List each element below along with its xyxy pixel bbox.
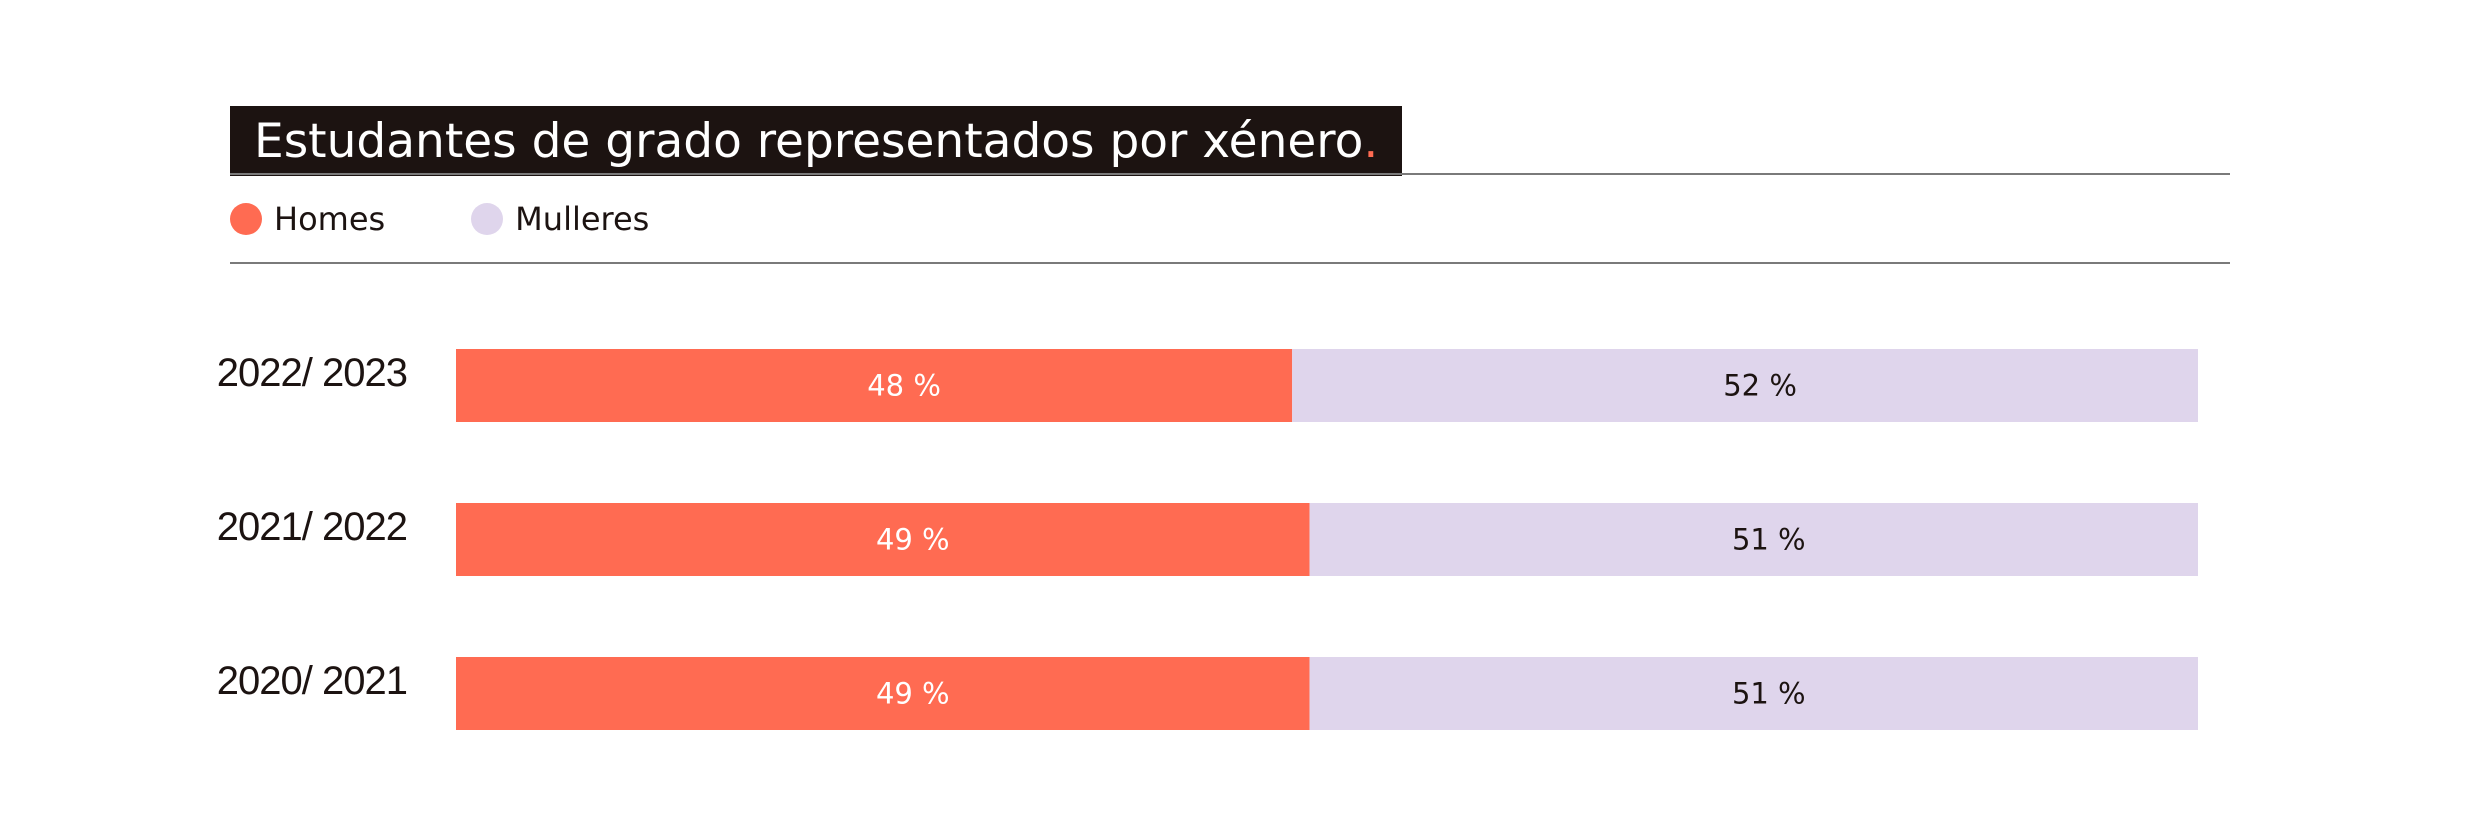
bar-segment-mulleres: [1292, 349, 2198, 422]
bar-segment-homes: [456, 503, 1310, 576]
divider-bottom: [230, 262, 2230, 264]
chart-title: Estudantes de grado representados por xé…: [254, 113, 1364, 169]
legend-label-homes: Homes: [274, 200, 386, 238]
bar-segment-mulleres: [1309, 503, 2198, 576]
data-label-homes: 49 %: [876, 523, 950, 557]
data-label-mulleres: 51 %: [1732, 677, 1806, 711]
bar-segment-homes: [456, 349, 1293, 422]
legend: Homes Mulleres: [230, 200, 735, 238]
divider-top: [230, 173, 2230, 175]
category-label: 2020/ 2021: [217, 659, 407, 703]
bar-segment-homes: [456, 657, 1310, 730]
data-label-homes: 49 %: [876, 677, 950, 711]
data-label-mulleres: 52 %: [1723, 369, 1797, 403]
data-label-homes: 48 %: [867, 369, 941, 403]
bar-segment-mulleres: [1309, 657, 2198, 730]
legend-item-mulleres: Mulleres: [471, 200, 649, 238]
legend-swatch-homes: [230, 203, 262, 235]
category-label: 2022/ 2023: [217, 351, 407, 395]
title-accent-dot: .: [1363, 113, 1379, 169]
legend-item-homes: Homes: [230, 200, 385, 238]
category-label: 2021/ 2022: [217, 505, 407, 549]
legend-swatch-mulleres: [471, 203, 504, 235]
chart-title-box: Estudantes de grado representados por xé…: [230, 106, 1403, 176]
data-label-mulleres: 51 %: [1732, 523, 1806, 557]
legend-label-mulleres: Mulleres: [515, 200, 650, 238]
